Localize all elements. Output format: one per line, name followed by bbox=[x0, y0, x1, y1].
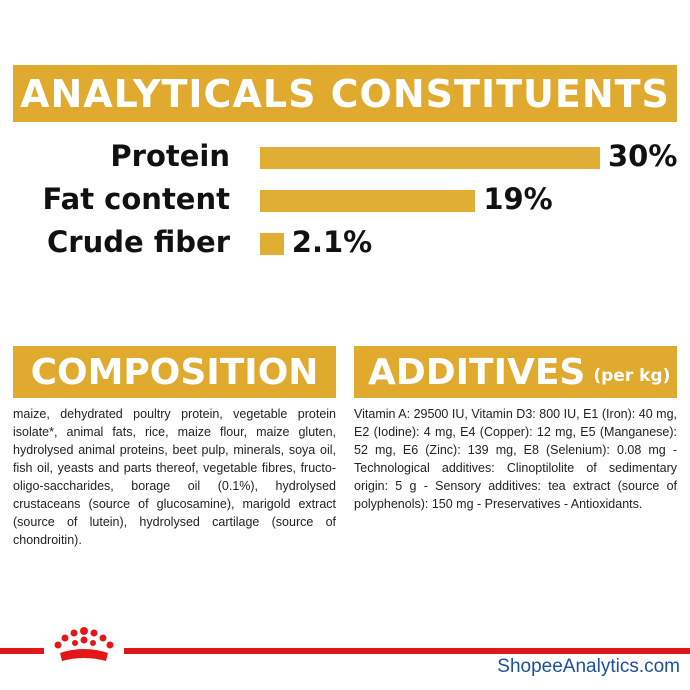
crown-logo bbox=[54, 627, 114, 661]
additives-text: Vitamin A: 29500 IU, Vitamin D3: 800 IU,… bbox=[354, 407, 677, 511]
bar bbox=[260, 190, 476, 212]
additives-banner: ADDITIVES (per kg) bbox=[354, 346, 677, 398]
value-label: 19% bbox=[483, 182, 553, 216]
value-label: 2.1% bbox=[291, 225, 373, 259]
bar bbox=[260, 147, 600, 169]
bar bbox=[260, 233, 284, 255]
category-label: Protein bbox=[110, 139, 230, 173]
watermark: ShopeeAnalytics.com bbox=[497, 656, 680, 677]
main-banner: ANALYTICALS CONSTITUENTS bbox=[13, 65, 677, 122]
category-label: Crude fiber bbox=[47, 225, 230, 259]
additives-subtitle: (per kg) bbox=[593, 366, 671, 386]
red-line bbox=[0, 648, 690, 654]
chart-title: ANALYTICALS CONSTITUENTS bbox=[20, 71, 670, 116]
composition-title: COMPOSITION bbox=[30, 351, 319, 393]
footer-graphic bbox=[0, 627, 690, 663]
composition-banner: COMPOSITION bbox=[13, 346, 336, 398]
composition-text: maize, dehydrated poultry protein, veget… bbox=[13, 407, 336, 547]
value-label: 30% bbox=[608, 139, 678, 173]
category-label: Fat content bbox=[42, 182, 230, 216]
additives-title: ADDITIVES bbox=[368, 351, 586, 393]
